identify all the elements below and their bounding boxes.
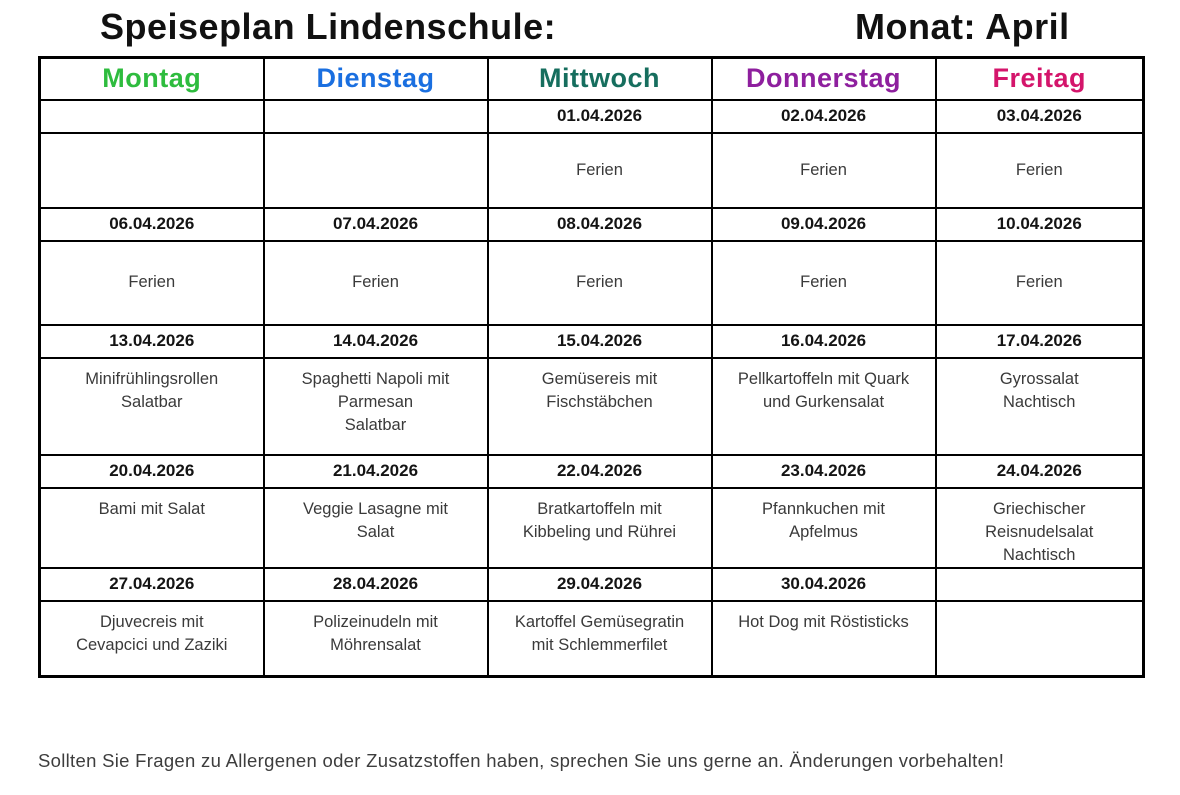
header-montag: Montag — [38, 56, 265, 101]
meal-row-week1: Ferien Ferien Ferien — [38, 131, 1145, 209]
header-dienstag: Dienstag — [262, 56, 489, 101]
date-cell — [934, 566, 1145, 602]
meal-cell: Ferien — [710, 239, 937, 326]
meal-row-week4: Bami mit Salat Veggie Lasagne mit Salat … — [38, 486, 1145, 569]
meal-cell: Ferien — [934, 131, 1145, 209]
date-cell: 28.04.2026 — [262, 566, 489, 602]
meal-cell: Griechischer Reisnudelsalat Nachtisch — [934, 486, 1145, 569]
meal-cell: Djuvecreis mit Cevapcici und Zaziki — [38, 599, 265, 678]
header-donnerstag: Donnerstag — [710, 56, 937, 101]
meal-cell — [934, 599, 1145, 678]
plan-title: Speiseplan Lindenschule: — [100, 6, 557, 47]
meal-cell: Pfannkuchen mit Apfelmus — [710, 486, 937, 569]
page-title: Speiseplan Lindenschule: Monat: April — [38, 6, 1142, 54]
meal-cell: Gyrossalat Nachtisch — [934, 356, 1145, 456]
meal-row-week2: Ferien Ferien Ferien Ferien Ferien — [38, 239, 1145, 326]
meal-cell: Ferien — [486, 239, 713, 326]
date-row-week3: 13.04.2026 14.04.2026 15.04.2026 16.04.2… — [38, 323, 1145, 359]
meal-cell: Kartoffel Gemüsegratin mit Schlemmerfile… — [486, 599, 713, 678]
date-cell: 21.04.2026 — [262, 453, 489, 489]
meal-cell: Ferien — [262, 239, 489, 326]
header-freitag: Freitag — [934, 56, 1145, 101]
date-cell: 23.04.2026 — [710, 453, 937, 489]
meal-cell: Ferien — [710, 131, 937, 209]
allergen-note: Sollten Sie Fragen zu Allergenen oder Zu… — [38, 750, 1005, 771]
date-cell: 16.04.2026 — [710, 323, 937, 359]
date-cell: 20.04.2026 — [38, 453, 265, 489]
date-cell: 02.04.2026 — [710, 98, 937, 134]
date-cell: 30.04.2026 — [710, 566, 937, 602]
meal-cell: Hot Dog mit Röstisticks — [710, 599, 937, 678]
date-cell: 22.04.2026 — [486, 453, 713, 489]
meal-cell: Polizeinudeln mit Möhrensalat — [262, 599, 489, 678]
date-cell — [262, 98, 489, 134]
date-cell: 13.04.2026 — [38, 323, 265, 359]
meal-cell: Gemüsereis mit Fischstäbchen — [486, 356, 713, 456]
date-cell: 07.04.2026 — [262, 206, 489, 242]
date-row-week5: 27.04.2026 28.04.2026 29.04.2026 30.04.2… — [38, 566, 1145, 602]
date-cell: 08.04.2026 — [486, 206, 713, 242]
meal-row-week5: Djuvecreis mit Cevapcici und Zaziki Poli… — [38, 599, 1145, 678]
date-row-week4: 20.04.2026 21.04.2026 22.04.2026 23.04.2… — [38, 453, 1145, 489]
date-cell: 06.04.2026 — [38, 206, 265, 242]
meal-cell: Ferien — [934, 239, 1145, 326]
date-cell: 24.04.2026 — [934, 453, 1145, 489]
weekday-header-row: Montag Dienstag Mittwoch Donnerstag Frei… — [38, 56, 1145, 101]
date-cell: 17.04.2026 — [934, 323, 1145, 359]
header-mittwoch: Mittwoch — [486, 56, 713, 101]
date-cell: 29.04.2026 — [486, 566, 713, 602]
meal-row-week3: Minifrühlingsrollen Salatbar Spaghetti N… — [38, 356, 1145, 456]
meal-cell — [262, 131, 489, 209]
date-cell: 03.04.2026 — [934, 98, 1145, 134]
date-cell — [38, 98, 265, 134]
meal-cell: Bratkartoffeln mit Kibbeling und Rührei — [486, 486, 713, 569]
month-title: Monat: April — [855, 6, 1070, 47]
date-cell: 01.04.2026 — [486, 98, 713, 134]
meal-cell: Bami mit Salat — [38, 486, 265, 569]
meal-cell: Veggie Lasagne mit Salat — [262, 486, 489, 569]
date-cell: 27.04.2026 — [38, 566, 265, 602]
date-row-week2: 06.04.2026 07.04.2026 08.04.2026 09.04.2… — [38, 206, 1145, 242]
meal-cell: Spaghetti Napoli mit Parmesan Salatbar — [262, 356, 489, 456]
meal-cell: Ferien — [38, 239, 265, 326]
date-cell: 14.04.2026 — [262, 323, 489, 359]
meal-cell — [38, 131, 265, 209]
date-row-week1: 01.04.2026 02.04.2026 03.04.2026 — [38, 98, 1145, 134]
date-cell: 10.04.2026 — [934, 206, 1145, 242]
date-cell: 09.04.2026 — [710, 206, 937, 242]
meal-plan-table: Montag Dienstag Mittwoch Donnerstag Frei… — [38, 56, 1145, 678]
date-cell: 15.04.2026 — [486, 323, 713, 359]
meal-cell: Pellkartoffeln mit Quark und Gurkensalat — [710, 356, 937, 456]
meal-cell: Ferien — [486, 131, 713, 209]
meal-cell: Minifrühlingsrollen Salatbar — [38, 356, 265, 456]
